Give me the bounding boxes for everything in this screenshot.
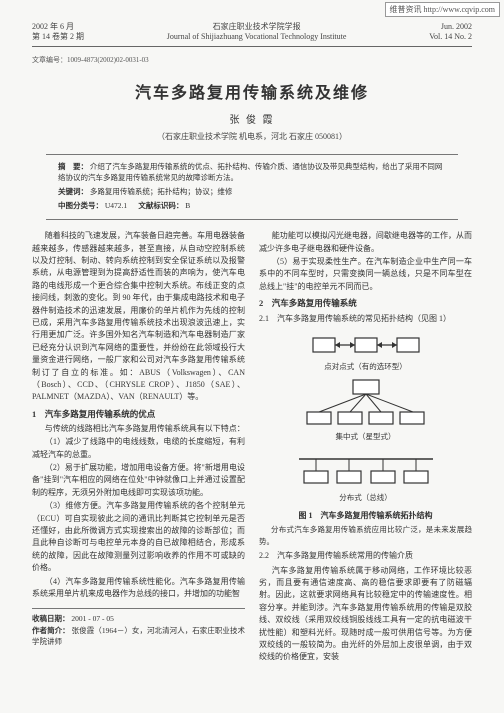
page-header: 2002 年 6 月 第 14 卷第 2 期 石家庄职业技术学院学报 Journ… (32, 22, 472, 47)
left-p5: （3）维修方便。汽车多路复用传输系统的各个控制单元（ECU）可自实现彼此之间的通… (32, 500, 245, 574)
right-h2-1: 2.1 汽车多路复用传输系统的常见拓扑结构（见图 1） (259, 313, 472, 325)
right-column: 能功能可以模拟闪光继电器，间歇继电器等的工作，从而减少许多电子继电器和硬件设备。… (259, 230, 472, 665)
diagram-star: 集中式（星型式） (259, 378, 472, 443)
figure-1-desc: 分布式汽车多路复用传输系统应用比较广泛，是未来发展趋势。 (259, 524, 472, 547)
doccode-label: 文献标识码： (138, 201, 183, 210)
article-title: 汽车多路复用传输系统及维修 (32, 79, 472, 103)
diagram-bus-svg (291, 449, 441, 489)
left-p2: 与传统的线路相比汽车多路复用传输系统具有以下特点： (32, 423, 245, 435)
left-p6: （4）汽车多路复用传输系统性能化。汽车多路复用传输系统采用单片机来成电器作为总线… (32, 576, 245, 601)
page-content: 2002 年 6 月 第 14 卷第 2 期 石家庄职业技术学院学报 Journ… (0, 0, 504, 683)
keywords-text: 多路复用传输系统；拓扑结构；协议；维修 (90, 187, 233, 196)
footer-block: 收稿日期： 2001 - 07 - 05 作者简介： 张俊霞（1964－）女，河… (32, 608, 245, 647)
left-h1: 1 汽车多路复用传输系统的优点 (32, 408, 245, 421)
diagram-p2p-label: 点对点式（有的选环型） (259, 361, 472, 373)
author-bio-label: 作者简介： (32, 626, 70, 635)
header-center: 石家庄职业技术学院学报 Journal of Shijiazhuang Voca… (167, 22, 347, 43)
diagram-star-label: 集中式（星型式） (259, 431, 472, 443)
diagram-p2p: 点对点式（有的选环型） (259, 332, 472, 373)
article-code: 文章编号：1009-4873(2002)02-0031-03 (32, 55, 472, 65)
recv-date-label: 收稿日期： (32, 614, 70, 623)
header-left: 2002 年 6 月 第 14 卷第 2 期 (32, 22, 84, 43)
right-p1: 能功能可以模拟闪光继电器，间歇继电器等的工作，从而减少许多电子继电器和硬件设备。 (259, 230, 472, 255)
abstract-block: 摘 要： 介绍了汽车多路复用传输系统的优点、拓扑结构、传输介质、通信协议及带见典… (46, 154, 458, 221)
article-author: 张 俊 霞 (32, 111, 472, 126)
doccode-text: B (185, 201, 190, 210)
watermark-badge: 维普资讯 http://www.cqvip.com (385, 2, 500, 17)
clc-text: U472.1 (105, 201, 127, 210)
keywords-label: 关键词： (58, 187, 88, 196)
article-affiliation: （石家庄职业技术学院 机电系，河北 石家庄 050081） (32, 131, 472, 142)
header-vol-cn: 第 14 卷第 2 期 (32, 32, 84, 42)
left-p3: （1）减少了线路中的电线线数，电缆的长度缩短，有利减轻汽车的总重。 (32, 436, 245, 461)
header-vol-en: Vol. 14 No. 2 (429, 32, 472, 42)
journal-name-en: Journal of Shijiazhuang Vocational Techn… (167, 32, 347, 42)
body-columns: 随着科技的飞速发展，汽车装备日趋完善。车用电器装备越来越多，传感器越来越多，甚至… (32, 230, 472, 665)
left-p4: （2）易于扩展功能，增加用电设备方便。将"新增用电设备"挂到"汽车相应的网络在位… (32, 462, 245, 499)
journal-name-cn: 石家庄职业技术学院学报 (167, 22, 347, 32)
diagram-bus-label: 分布式（总线） (259, 492, 472, 504)
right-p3: 汽车多路复用传输系统属于移动网络，工作环境比较恶劣，而且要有通信速度高、高的稳信… (259, 565, 472, 664)
diagram-p2p-svg (311, 332, 421, 358)
left-column: 随着科技的飞速发展，汽车装备日趋完善。车用电器装备越来越多，传感器越来越多，甚至… (32, 230, 245, 665)
left-p1: 随着科技的飞速发展，汽车装备日趋完善。车用电器装备越来越多，传感器越来越多，甚至… (32, 230, 245, 403)
header-date-cn: 2002 年 6 月 (32, 22, 84, 32)
diagram-bus: 分布式（总线） (259, 449, 472, 504)
recv-date: 2001 - 07 - 05 (71, 614, 114, 623)
abstract-text: 介绍了汽车多路复用传输系统的优点、拓扑结构、传输介质、通信协议及带见典型结构，给… (58, 162, 442, 183)
right-h2: 2 汽车多路复用传输系统 (259, 297, 472, 310)
right-h2-2: 2.2 汽车多路复用传输系统常用的传输介质 (259, 550, 472, 562)
header-right: Jun. 2002 Vol. 14 No. 2 (429, 22, 472, 43)
right-p2: （5）易于实现柔性生产。在汽车制造企业中生产同一车系中的不同车型时，只需变换同一… (259, 256, 472, 293)
diagram-star-svg (301, 378, 431, 428)
abstract-label: 摘 要： (58, 162, 88, 171)
clc-label: 中图分类号： (58, 201, 103, 210)
figure-1-caption: 图 1 汽车多路复用传输系统拓扑结构 (259, 510, 472, 522)
header-date-en: Jun. 2002 (429, 22, 472, 32)
